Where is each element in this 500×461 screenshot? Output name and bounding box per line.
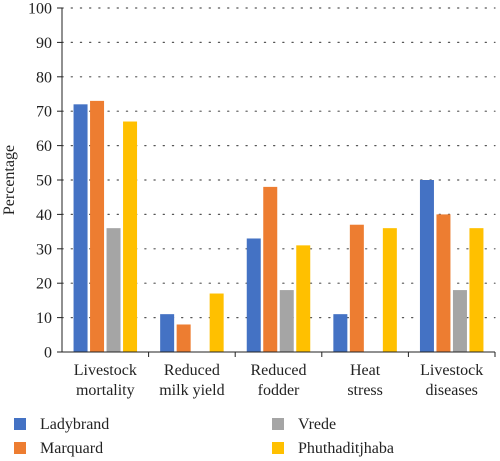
x-category-label: stress (347, 382, 383, 399)
bar-ladybrand-4 (419, 180, 434, 352)
y-tick-label: 10 (36, 310, 52, 327)
x-category-label: Heat (350, 362, 381, 379)
bar-phuthaditjhaba-1 (209, 293, 224, 352)
bar-vrede-2 (279, 290, 294, 352)
bar-vrede-4 (452, 290, 467, 352)
bar-ladybrand-0 (73, 104, 88, 352)
bar-ladybrand-2 (246, 238, 261, 352)
legend-label-vrede: Vrede (298, 416, 336, 433)
x-axis-categories: Livestock mortality Reduced milk yield Reduc… (74, 352, 496, 399)
y-tick-label: 40 (36, 207, 52, 224)
y-tick-label: 80 (36, 69, 52, 86)
legend: Ladybrand Marquard Vrede Phuthaditjhaba (14, 416, 394, 457)
bar-marquard-3 (349, 224, 364, 352)
bar-phuthaditjhaba-4 (469, 228, 484, 352)
y-axis-ticks: 0 10 20 30 40 50 60 70 80 90 100 (28, 1, 62, 362)
legend-swatch-ladybrand (14, 418, 26, 430)
y-tick-label: 90 (36, 35, 52, 52)
x-category-label: fodder (258, 382, 300, 399)
y-tick-label: 70 (36, 104, 52, 121)
x-category-label: diseases (425, 382, 477, 399)
y-axis-label: Percentage (1, 145, 18, 215)
legend-swatch-phuthaditjhaba (272, 442, 284, 454)
y-tick-label: 0 (44, 345, 52, 362)
x-category-label: Reduced (164, 362, 220, 379)
bar-phuthaditjhaba-2 (296, 245, 311, 352)
bar-marquard-0 (90, 100, 105, 352)
x-category-label: Reduced (251, 362, 307, 379)
legend-label-marquard: Marquard (40, 440, 103, 457)
y-tick-label: 30 (36, 241, 52, 258)
bar-marquard-1 (176, 324, 191, 352)
bar-marquard-4 (436, 214, 451, 352)
legend-label-phuthaditjhaba: Phuthaditjhaba (298, 440, 394, 457)
bar-ladybrand-1 (160, 314, 175, 352)
y-tick-label: 100 (28, 1, 52, 18)
bar-phuthaditjhaba-3 (382, 228, 397, 352)
legend-label-ladybrand: Ladybrand (40, 416, 109, 433)
y-tick-label: 60 (36, 138, 52, 155)
bar-vrede-0 (106, 228, 121, 352)
x-category-label: mortality (76, 382, 135, 399)
bar-phuthaditjhaba-0 (123, 121, 138, 353)
legend-swatch-vrede (272, 418, 284, 430)
bars (73, 100, 484, 353)
x-category-label: Livestock (420, 362, 483, 379)
bar-marquard-2 (263, 186, 278, 352)
bar-ladybrand-3 (333, 314, 348, 352)
x-category-label: milk yield (159, 382, 224, 399)
x-category-label: Livestock (74, 362, 137, 379)
legend-swatch-marquard (14, 442, 26, 454)
y-tick-label: 20 (36, 276, 52, 293)
y-tick-label: 50 (36, 173, 52, 190)
